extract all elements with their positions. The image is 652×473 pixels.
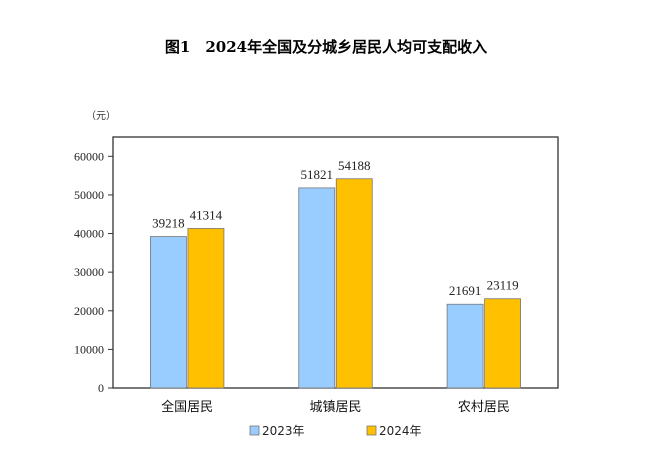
y-tick-label: 50000: [74, 188, 104, 202]
data-label: 21691: [449, 283, 482, 298]
bar-2024年: [484, 298, 521, 389]
bar-2023年: [298, 187, 336, 389]
bar-2023年: [150, 236, 187, 389]
bar-2023年: [446, 303, 484, 389]
y-tick-label: 30000: [74, 265, 104, 279]
data-label: 41314: [190, 207, 223, 222]
x-category-label: 农村居民: [458, 400, 510, 415]
legend-swatch: [366, 425, 377, 436]
plot-frame: [112, 136, 559, 389]
data-label: 23119: [487, 278, 519, 293]
data-label: 39218: [152, 216, 185, 231]
y-tick-label: 20000: [74, 304, 104, 318]
y-unit-label: （元）: [86, 110, 116, 122]
x-category-label: 全国居民: [161, 399, 213, 415]
y-tick-label: 10000: [74, 342, 104, 356]
y-tick-label: 0: [98, 381, 104, 395]
bar-2024年: [187, 228, 225, 389]
chart-title: 图1 2024年全国及分城乡居民人均可支配收入: [165, 38, 487, 56]
legend-label: 2024年: [379, 424, 422, 438]
x-category-label: 城镇居民: [309, 400, 361, 415]
y-tick-label: 60000: [74, 149, 104, 163]
legend-label: 2023年: [262, 424, 305, 438]
bar-2024年: [335, 178, 373, 389]
data-label: 54188: [338, 158, 371, 173]
data-label: 51821: [301, 167, 334, 182]
y-tick-label: 40000: [74, 227, 104, 241]
legend-swatch: [249, 425, 260, 436]
